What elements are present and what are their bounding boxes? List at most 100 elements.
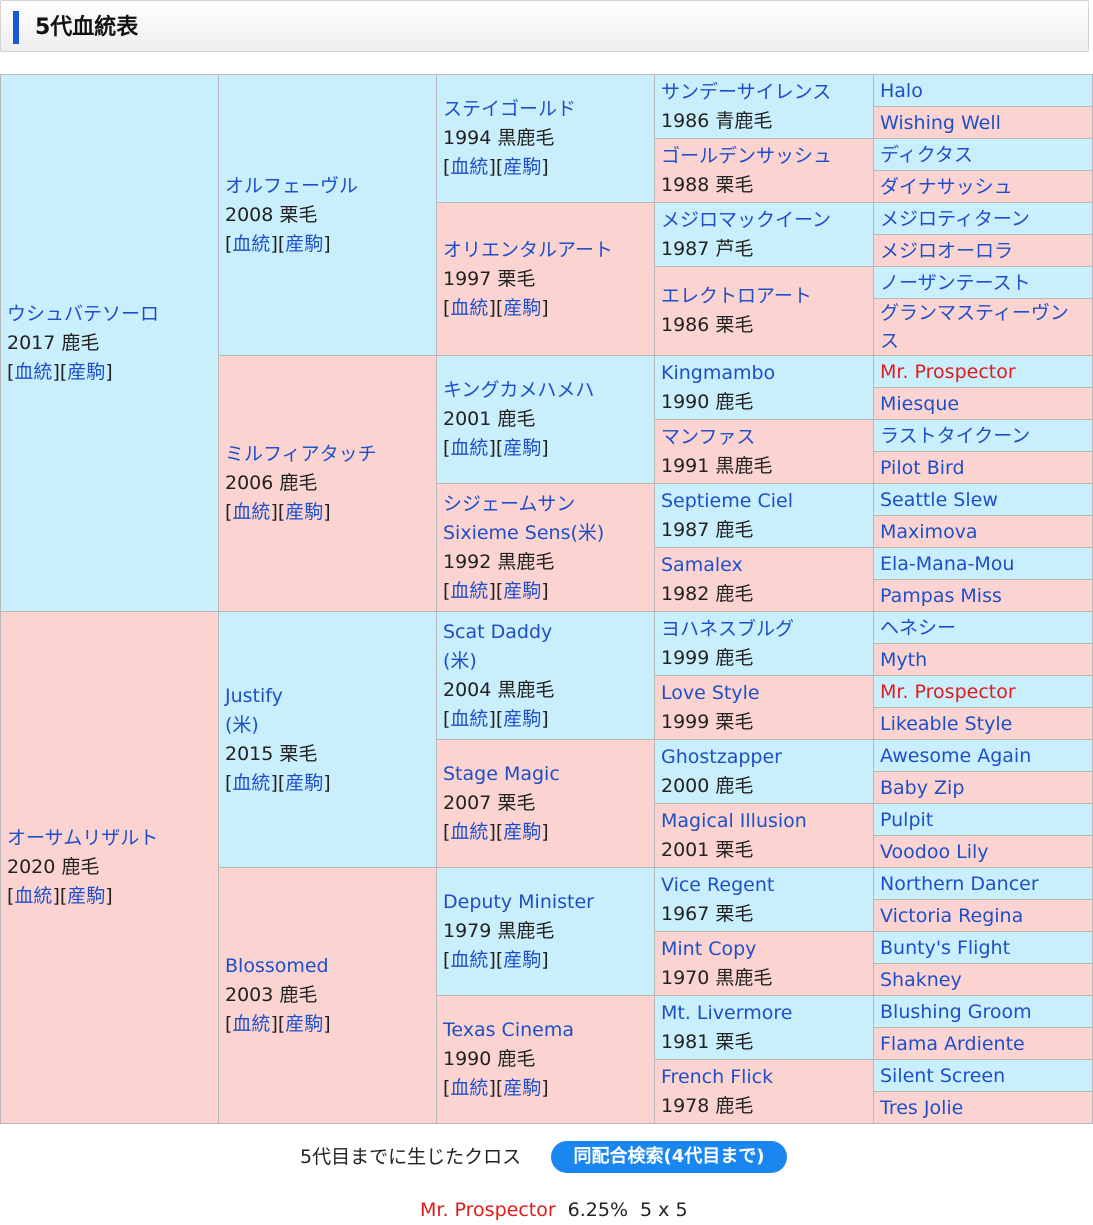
horse-name-link[interactable]: Pulpit	[880, 808, 934, 831]
horse-name-link[interactable]: Wishing Well	[880, 111, 1001, 134]
horse-name-link[interactable]: Vice Regent	[661, 873, 775, 896]
offspring-link[interactable]: 産駒	[67, 360, 106, 383]
horse-name-link[interactable]: Myth	[880, 648, 928, 671]
horse-name-link[interactable]: Scat Daddy	[443, 620, 553, 643]
horse-name-link[interactable]: マンファス	[661, 425, 756, 448]
horse-name-link[interactable]: ラストタイクーン	[880, 424, 1031, 447]
horse-name-link[interactable]: メジロオーロラ	[880, 239, 1014, 262]
horse-name-link[interactable]: ウシュバテソーロ	[7, 302, 160, 325]
horse-name-link[interactable]: Mr. Prospector	[880, 680, 1016, 703]
horse-name-link[interactable]: ヘネシー	[880, 616, 957, 639]
horse-name-link[interactable]: キングカメハメハ	[443, 379, 595, 401]
cross-horse-link[interactable]: Mr. Prospector	[420, 1199, 556, 1221]
offspring-link[interactable]: 産駒	[503, 707, 542, 730]
horse-name-link[interactable]: Flama Ardiente	[880, 1032, 1025, 1055]
horse-name-link[interactable]: ミルフィアタッチ	[225, 443, 377, 465]
horse-name-link[interactable]: オーサムリザルト	[7, 827, 159, 849]
bloodline-link[interactable]: 血統	[450, 579, 489, 602]
bloodline-link[interactable]: 血統	[450, 437, 489, 459]
offspring-link[interactable]: 産駒	[285, 232, 324, 255]
horse-foreign-name-link[interactable]: (米)	[225, 713, 259, 736]
offspring-link[interactable]: 産駒	[503, 579, 542, 602]
horse-name-link[interactable]: Mint Copy	[661, 937, 757, 960]
horse-name-link[interactable]: ステイゴールド	[443, 98, 577, 120]
bloodline-link[interactable]: 血統	[232, 1013, 271, 1035]
horse-entry: Myth	[874, 646, 1092, 674]
offspring-link[interactable]: 産駒	[503, 1077, 542, 1099]
horse-name-link[interactable]: Northern Dancer	[880, 872, 1039, 895]
horse-name-link[interactable]: French Flick	[661, 1065, 774, 1088]
horse-name-link[interactable]: サンデーサイレンス	[661, 80, 832, 103]
horse-name-link[interactable]: Samalex	[661, 553, 743, 576]
horse-name-link[interactable]: Pampas Miss	[880, 584, 1002, 607]
horse-name-link[interactable]: Stage Magic	[443, 763, 560, 785]
horse-name-link[interactable]: Love Style	[661, 681, 760, 704]
bloodline-link[interactable]: 血統	[450, 296, 489, 319]
horse-name-link[interactable]: Pilot Bird	[880, 456, 965, 479]
offspring-link[interactable]: 産駒	[285, 501, 324, 523]
horse-name-link[interactable]: Baby Zip	[880, 776, 965, 799]
horse-name-link[interactable]: Miesque	[880, 392, 960, 415]
offspring-link[interactable]: 産駒	[503, 821, 542, 843]
offspring-link[interactable]: 産駒	[503, 156, 542, 178]
bloodline-link[interactable]: 血統	[14, 885, 53, 907]
gen5-cell: Shakney	[873, 963, 1093, 996]
horse-name-link[interactable]: Septieme Ciel	[661, 489, 793, 512]
horse-name-link[interactable]: Tres Jolie	[880, 1096, 964, 1119]
horse-name-link[interactable]: Ela-Mana-Mou	[880, 552, 1015, 575]
bloodline-link[interactable]: 血統	[232, 232, 271, 255]
bloodline-link[interactable]: 血統	[450, 707, 489, 730]
bloodline-link[interactable]: 血統	[232, 771, 271, 794]
same-mating-search-button[interactable]: 同配合検索(4代目まで)	[551, 1141, 787, 1173]
horse-foreign-name-link[interactable]: (米)	[443, 649, 477, 672]
horse-name-link[interactable]: Blushing Groom	[880, 1000, 1032, 1023]
horse-name-link[interactable]: ダイナサッシュ	[880, 175, 1013, 198]
horse-name-link[interactable]: Bunty's Flight	[880, 936, 1011, 959]
horse-name-link[interactable]: Texas Cinema	[443, 1019, 574, 1041]
horse-name-link[interactable]: Deputy Minister	[443, 891, 594, 913]
horse-name-link[interactable]: Awesome Again	[880, 744, 1032, 767]
horse-name-link[interactable]: Silent Screen	[880, 1064, 1006, 1087]
horse-name-link[interactable]: Halo	[880, 79, 923, 102]
offspring-link[interactable]: 産駒	[285, 1013, 324, 1035]
bloodline-link[interactable]: 血統	[450, 1077, 489, 1099]
horse-name-link[interactable]: Mt. Livermore	[661, 1001, 793, 1024]
horse-name-link[interactable]: グランマスティーヴンス	[880, 302, 1069, 352]
offspring-link[interactable]: 産駒	[285, 771, 324, 794]
horse-name-link[interactable]: エレクトロアート	[661, 285, 812, 307]
offspring-link[interactable]: 産駒	[503, 949, 542, 971]
offspring-link[interactable]: 産駒	[503, 296, 542, 319]
horse-entry: Samalex 1982 鹿毛	[655, 551, 873, 609]
horse-name-link[interactable]: ゴールデンサッシュ	[661, 144, 833, 167]
bloodline-link[interactable]: 血統	[450, 156, 489, 178]
horse-name-link[interactable]: Seattle Slew	[880, 488, 998, 511]
horse-foreign-name-link[interactable]: Sixieme Sens(米)	[443, 521, 605, 544]
horse-name-link[interactable]: Maximova	[880, 520, 978, 543]
offspring-link[interactable]: 産駒	[67, 885, 106, 907]
horse-name-link[interactable]: Justify	[225, 684, 283, 707]
horse-name-link[interactable]: Shakney	[880, 968, 962, 991]
bloodline-link[interactable]: 血統	[450, 821, 489, 843]
horse-name-link[interactable]: Mr. Prospector	[880, 360, 1016, 383]
horse-name-link[interactable]: Kingmambo	[661, 361, 776, 384]
horse-name-link[interactable]: メジロマックイーン	[661, 208, 832, 231]
horse-name-link[interactable]: ヨハネスブルグ	[661, 617, 795, 640]
horse-name-link[interactable]: Likeable Style	[880, 712, 1013, 735]
horse-name-link[interactable]: Ghostzapper	[661, 745, 782, 768]
bloodline-link[interactable]: 血統	[14, 360, 53, 383]
horse-name-link[interactable]: Magical Illusion	[661, 809, 807, 832]
horse-name-link[interactable]: Blossomed	[225, 955, 329, 977]
gen3-cell: シジェームサン Sixieme Sens(米) 1992 黒鹿毛 [血統][産駒]	[436, 483, 655, 612]
offspring-link[interactable]: 産駒	[503, 437, 542, 459]
horse-name-link[interactable]: オルフェーヴル	[225, 174, 359, 197]
horse-birth-info: 1988 栗毛	[661, 173, 754, 196]
horse-name-link[interactable]: ディクタス	[880, 143, 973, 166]
horse-name-link[interactable]: オリエンタルアート	[443, 238, 613, 261]
horse-name-link[interactable]: シジェームサン	[443, 492, 576, 515]
bloodline-link[interactable]: 血統	[232, 501, 271, 523]
bloodline-link[interactable]: 血統	[450, 949, 489, 971]
horse-name-link[interactable]: Victoria Regina	[880, 904, 1024, 927]
horse-name-link[interactable]: メジロティターン	[880, 207, 1030, 230]
horse-name-link[interactable]: Voodoo Lily	[880, 840, 989, 863]
horse-name-link[interactable]: ノーザンテースト	[880, 271, 1031, 294]
